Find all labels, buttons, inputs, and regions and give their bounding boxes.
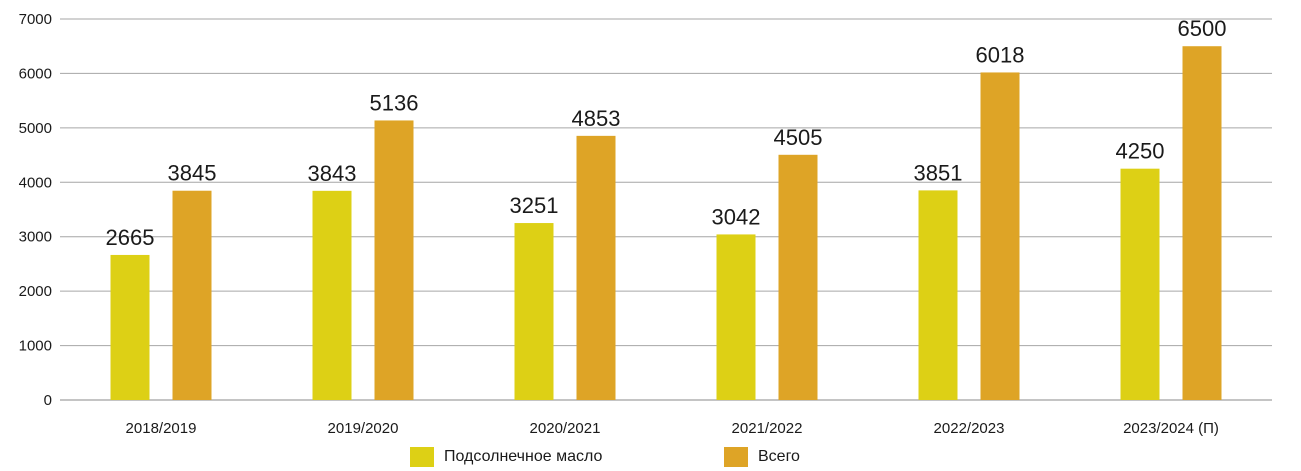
bar-sunflower-oil — [918, 190, 958, 400]
x-axis-categories: 2018/2019 2019/2020 2020/2021 2021/2022 2022… — [126, 420, 1219, 437]
bar-total — [576, 135, 616, 400]
x-category-label: 2022/2023 — [934, 420, 1005, 437]
y-tick-label: 7000 — [19, 11, 52, 28]
bar-chart: 0 1000 2000 3000 4000 5000 6000 7000 2665 3845 38… — [19, 11, 1272, 437]
legend-item-total: Всего — [724, 447, 800, 467]
bar-total — [374, 120, 414, 400]
y-tick-label: 1000 — [19, 338, 52, 355]
legend-item-sunflower-oil: Подсолнечное масло — [410, 447, 602, 467]
data-label-total: 6500 — [1178, 16, 1227, 41]
data-label-sunflower-oil: 3843 — [308, 161, 357, 186]
bar-total — [1182, 46, 1222, 400]
legend-swatch-sunflower-oil — [410, 447, 434, 467]
legend-swatch-total — [724, 447, 748, 467]
x-category-label: 2019/2020 — [328, 420, 399, 437]
x-category-label: 2023/2024 (П) — [1123, 420, 1219, 437]
data-label-sunflower-oil: 2665 — [106, 225, 155, 250]
bar-total — [778, 154, 818, 400]
bar-total — [980, 72, 1020, 401]
data-label-total: 4853 — [572, 106, 621, 131]
y-tick-label: 6000 — [19, 65, 52, 82]
bar-sunflower-oil — [716, 234, 756, 400]
data-label-sunflower-oil: 3251 — [510, 193, 559, 218]
data-label-total: 3845 — [168, 161, 217, 186]
bar-sunflower-oil — [514, 223, 554, 400]
y-tick-label: 4000 — [19, 174, 52, 191]
y-tick-label: 2000 — [19, 283, 52, 300]
bar-total — [172, 190, 212, 400]
data-labels: 2665 3845 3843 5136 3251 4853 3042 4505 3851 6018… — [106, 16, 1227, 250]
data-label-total: 5136 — [370, 90, 419, 115]
bars — [110, 46, 1222, 401]
data-label-total: 4505 — [774, 125, 823, 150]
bar-sunflower-oil — [110, 254, 150, 400]
data-label-sunflower-oil: 3851 — [914, 160, 963, 185]
legend: Подсолнечное масло Всего — [0, 447, 1301, 471]
y-axis-ticks: 0 1000 2000 3000 4000 5000 6000 7000 — [19, 11, 52, 409]
gridlines — [60, 18, 1272, 401]
data-label-sunflower-oil: 4250 — [1116, 139, 1165, 164]
data-label-total: 6018 — [976, 42, 1025, 67]
x-category-label: 2018/2019 — [126, 420, 197, 437]
data-label-sunflower-oil: 3042 — [712, 204, 761, 229]
y-tick-label: 0 — [44, 392, 52, 409]
legend-label-sunflower-oil: Подсолнечное масло — [444, 448, 603, 465]
bar-sunflower-oil — [312, 190, 352, 400]
bar-sunflower-oil — [1120, 168, 1160, 400]
y-tick-label: 5000 — [19, 120, 52, 137]
legend-label-total: Всего — [758, 448, 800, 465]
x-category-label: 2020/2021 — [530, 420, 601, 437]
x-category-label: 2021/2022 — [732, 420, 803, 437]
y-tick-label: 3000 — [19, 229, 52, 246]
